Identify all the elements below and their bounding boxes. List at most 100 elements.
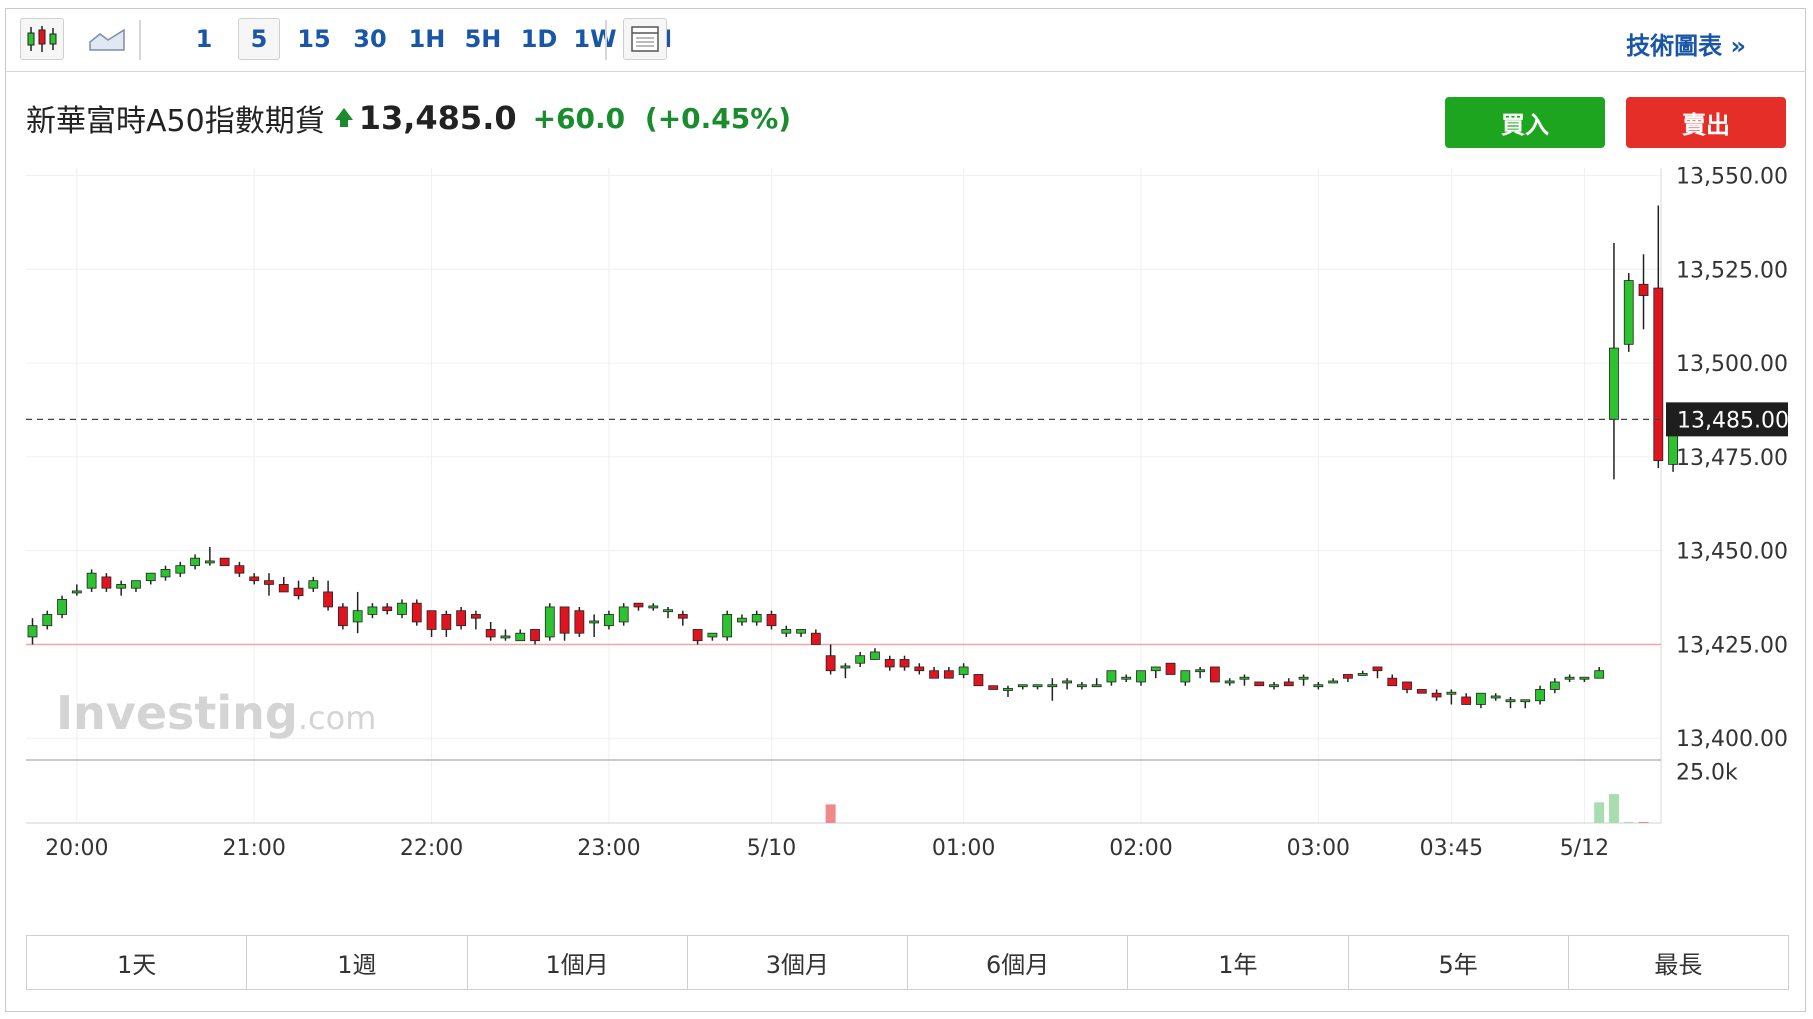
last-price: 13,485.0 — [358, 99, 517, 137]
candle-body — [530, 629, 540, 642]
candle-body — [441, 614, 452, 630]
candle-body — [101, 576, 112, 589]
interval-1h[interactable]: 1H — [408, 25, 446, 53]
candle-body — [1535, 689, 1545, 702]
interval-1[interactable]: 1 — [195, 25, 213, 53]
candle-body — [1564, 676, 1575, 680]
y-tick-label: 13,400.00 — [1676, 727, 1788, 752]
candle-body — [958, 666, 969, 675]
sell-button[interactable]: 賣出 — [1626, 97, 1786, 148]
candle-body — [352, 610, 363, 623]
candle-body — [574, 610, 585, 634]
candle-body — [367, 606, 378, 615]
interval-1d[interactable]: 1D — [520, 25, 558, 53]
candle-body — [544, 606, 555, 638]
technical-chart-link[interactable]: 技術圖表 » — [1626, 32, 1746, 60]
candle-body — [1195, 669, 1206, 673]
candle-body — [929, 670, 939, 679]
candle-body — [145, 572, 156, 582]
x-tick-label: 5/10 — [747, 836, 796, 861]
candle-body — [633, 602, 644, 608]
range-button[interactable]: 6個月 — [908, 936, 1129, 989]
candle-body — [988, 685, 999, 690]
candle-body — [426, 610, 437, 630]
candle-body — [1328, 680, 1339, 684]
change-value: +60.0 — [532, 101, 626, 135]
candle-body — [1343, 674, 1353, 679]
range-button[interactable]: 3個月 — [688, 936, 908, 989]
candle-body — [1461, 696, 1472, 705]
candle-body — [589, 620, 600, 624]
y-tick-label: 13,550.00 — [1676, 165, 1788, 190]
price-chart[interactable]: Investing.com 13,550.00 13,525.00 13,500.00… — [0, 0, 1813, 880]
candlestick-icon[interactable] — [20, 18, 64, 60]
candle-body — [131, 580, 141, 589]
chart-widget-frame — [5, 8, 1806, 1012]
range-button[interactable]: 1個月 — [468, 936, 688, 989]
x-tick-label: 01:00 — [932, 836, 995, 861]
candle-body — [840, 665, 851, 669]
candle-body — [1446, 691, 1457, 695]
candle-body — [204, 560, 215, 564]
table-layout-icon[interactable] — [623, 18, 667, 60]
candle-body — [116, 584, 127, 589]
candle-body — [1091, 684, 1102, 688]
candle-body — [1653, 287, 1664, 462]
candle-body — [1416, 689, 1427, 694]
interval-15[interactable]: 15 — [297, 25, 331, 53]
candle-body — [781, 629, 792, 634]
candle-body — [559, 606, 570, 634]
candle-body — [234, 565, 245, 574]
candle-body — [677, 614, 688, 619]
candle-body — [175, 565, 186, 574]
candle-body — [1047, 684, 1058, 688]
y-tick-label: 13,475.00 — [1676, 446, 1788, 471]
interval-1w[interactable]: 1W — [573, 25, 617, 53]
candle-body — [1076, 684, 1087, 688]
range-button[interactable]: 5年 — [1349, 936, 1569, 989]
candle-body — [323, 591, 334, 608]
candle-body — [648, 605, 659, 609]
candle-body — [1283, 681, 1294, 687]
candle-body — [707, 632, 718, 638]
interval-5h[interactable]: 5H — [464, 25, 502, 53]
candle-body — [1106, 670, 1117, 683]
range-button[interactable]: 1天 — [27, 936, 248, 989]
range-button[interactable]: 1週 — [247, 936, 468, 989]
y-tick-label: 13,450.00 — [1676, 540, 1788, 565]
candle-body — [470, 614, 481, 619]
volume-bar — [1623, 821, 1634, 823]
area-chart-icon[interactable] — [85, 18, 129, 60]
volume-bar — [825, 804, 836, 823]
candle-body — [397, 602, 407, 615]
candle-body — [27, 625, 38, 638]
candle-body — [1165, 662, 1176, 675]
candle-body — [1431, 692, 1442, 698]
candle-body — [1520, 699, 1531, 703]
candle-body — [604, 614, 614, 627]
candle-body — [249, 576, 260, 582]
candle-body — [1579, 676, 1590, 680]
y-tick-label: 13,525.00 — [1676, 258, 1788, 283]
candle-body — [1224, 680, 1235, 684]
candle-body — [884, 659, 895, 668]
candle-body — [264, 580, 274, 585]
range-button[interactable]: 最長 — [1654, 951, 1703, 979]
investing-watermark: Investing.com — [56, 686, 376, 740]
toolbar-separator — [605, 20, 607, 60]
interval-30[interactable]: 30 — [353, 25, 387, 53]
candle-body — [692, 629, 703, 642]
x-tick-label: 22:00 — [400, 836, 463, 861]
candle-body — [1490, 695, 1501, 699]
range-button[interactable]: 1年 — [1128, 936, 1349, 989]
volume-axis-label: 25.0k — [1676, 760, 1738, 785]
candle-body — [1357, 673, 1368, 676]
candle-body — [1121, 676, 1132, 680]
candle-body — [456, 610, 467, 627]
volume-bar — [1608, 794, 1619, 823]
current-price-label: 13,485.00 — [1677, 408, 1789, 433]
candle-body — [382, 606, 393, 612]
interval-5[interactable]: 5 — [238, 18, 280, 60]
candle-body — [485, 629, 496, 638]
buy-button[interactable]: 買入 — [1445, 97, 1605, 148]
